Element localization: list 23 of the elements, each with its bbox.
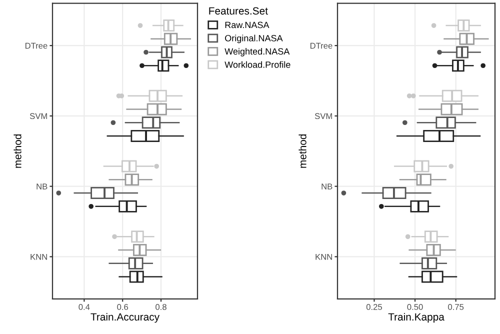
y-tick-label: DTree xyxy=(310,42,332,49)
legend-label: Workload.Profile xyxy=(224,61,290,68)
x-axis-title: Train.Accuracy xyxy=(90,312,160,323)
x-tick-label: 0.8 xyxy=(156,304,166,310)
legend-label: Weighted.NASA xyxy=(224,48,290,56)
x-axis-title: Train.Kappa xyxy=(388,312,444,323)
x-tick-label: 0.6 xyxy=(117,304,128,310)
y-axis-title: method xyxy=(298,134,306,168)
x-tick-label: 0.25 xyxy=(366,304,382,310)
y-tick-label: SVM xyxy=(30,113,47,120)
y-tick-label: DTree xyxy=(25,42,48,49)
legend-title: Features.Set xyxy=(209,7,268,15)
y-tick-label: NB xyxy=(322,184,332,190)
y-tick-label: SVM xyxy=(314,113,332,120)
x-tick-label: 0.75 xyxy=(448,304,464,310)
legend-label: Raw.NASA xyxy=(225,22,270,28)
y-tick-label: KNN xyxy=(30,254,47,260)
legend-label: Original.NASA xyxy=(225,34,283,44)
y-axis-title: method xyxy=(14,134,22,168)
x-tick-label: 0.50 xyxy=(407,304,423,310)
y-tick-label: NB xyxy=(36,184,48,190)
x-tick-label: 0.4 xyxy=(78,304,90,310)
y-tick-label: KNN xyxy=(316,254,332,260)
